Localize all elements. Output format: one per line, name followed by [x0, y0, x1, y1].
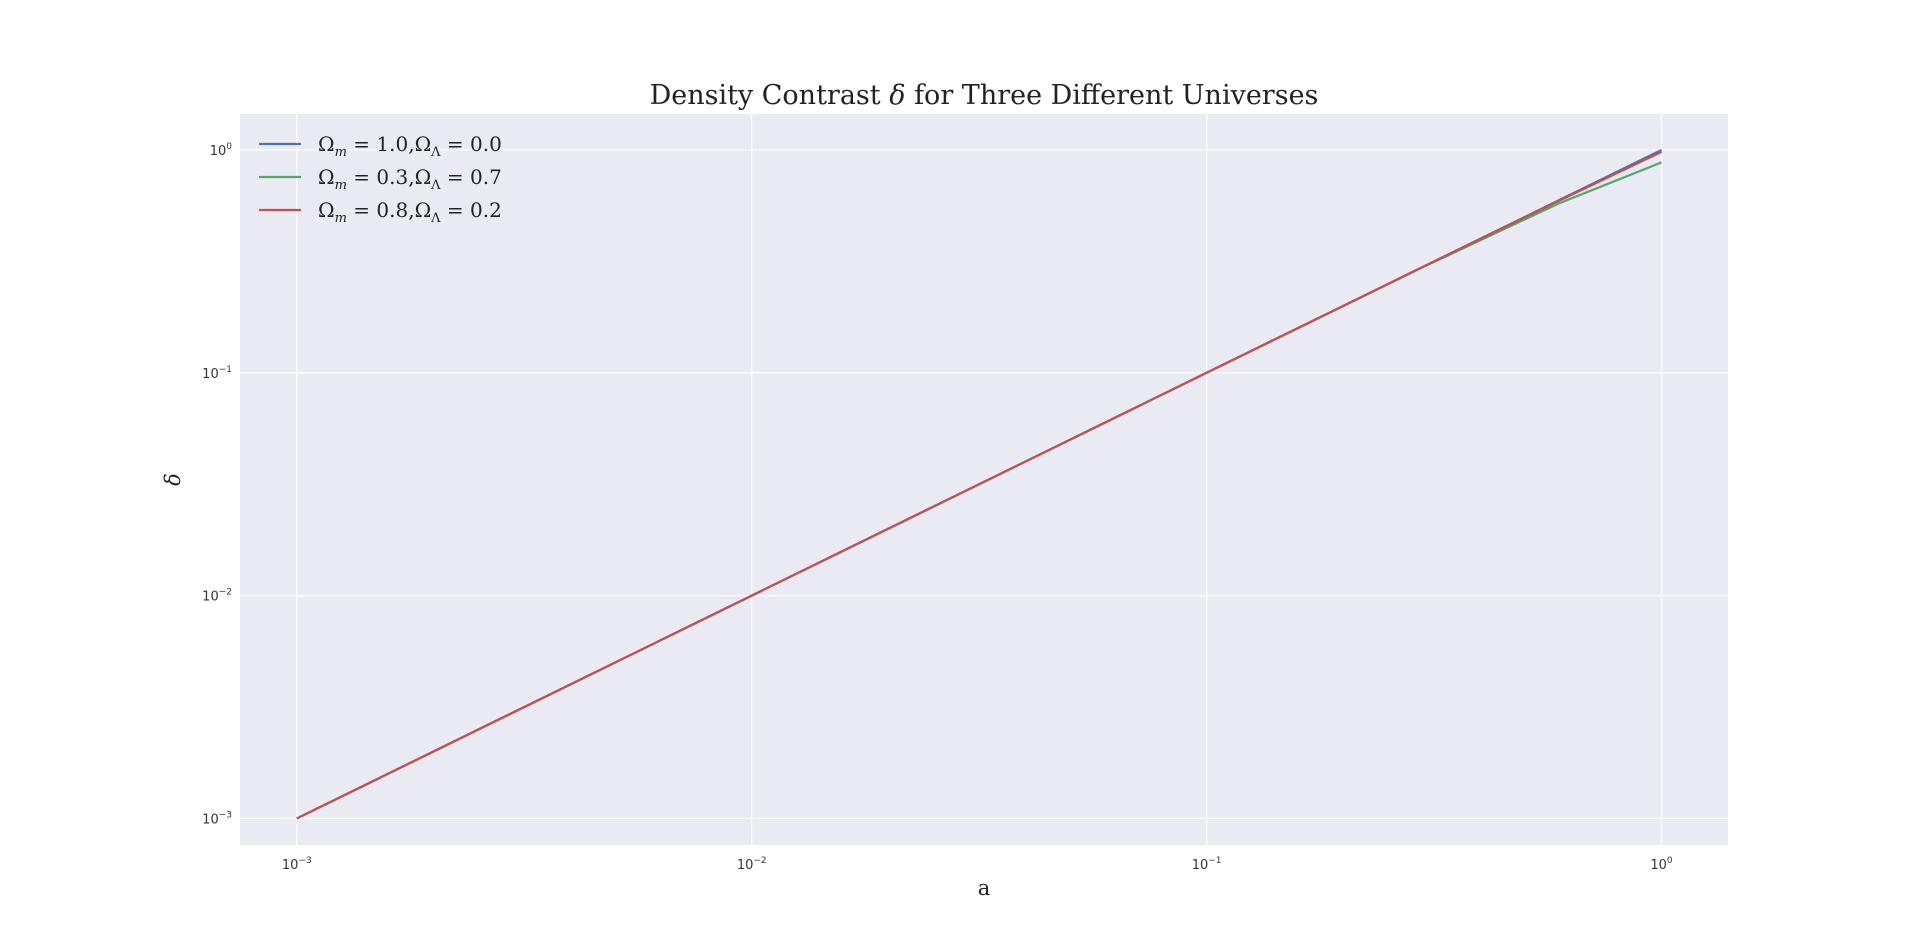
legend: Ωm = 1.0,ΩΛ = 0.0 Ωm = 0.3,ΩΛ = 0.7 Ωm = 0… [259, 132, 502, 226]
tick-labels: 10−3 10−2 10−1 100 10−3 10−2 10−1 100 [202, 142, 1673, 873]
x-tick-label: 10−3 [282, 856, 312, 873]
x-tick-label: 10−1 [1192, 856, 1222, 873]
plot-background [240, 114, 1728, 845]
series-line-3 [296, 150, 1663, 820]
legend-item-3: Ωm = 0.8,ΩΛ = 0.2 [259, 198, 502, 226]
legend-label: Ωm = 0.3,ΩΛ = 0.7 [318, 165, 502, 193]
y-tick-label: 10−3 [202, 810, 232, 827]
chart-title: Density Contrast δ for Three Different U… [650, 80, 1319, 111]
legend-label: Ωm = 0.8,ΩΛ = 0.2 [318, 198, 502, 226]
legend-item-2: Ωm = 0.3,ΩΛ = 0.7 [259, 165, 502, 193]
x-axis-label: a [978, 876, 991, 900]
y-tick-label: 10−2 [202, 588, 232, 605]
grid [240, 114, 1728, 845]
x-tick-label: 10−2 [737, 856, 767, 873]
y-tick-label: 10−1 [202, 365, 232, 382]
y-axis-label: δ [161, 473, 185, 486]
x-tick-label: 100 [1650, 856, 1673, 873]
legend-item-1: Ωm = 1.0,ΩΛ = 0.0 [259, 132, 502, 160]
legend-label: Ωm = 1.0,ΩΛ = 0.0 [318, 132, 502, 160]
series-layer [296, 148, 1663, 820]
y-tick-label: 100 [210, 142, 233, 159]
